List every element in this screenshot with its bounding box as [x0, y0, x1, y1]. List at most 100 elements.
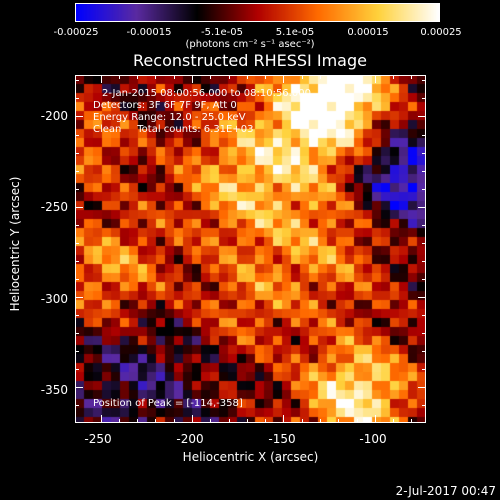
- colorbar-tick: -0.00015: [126, 27, 172, 38]
- axis-tick: [228, 419, 230, 423]
- axis-tick: [418, 206, 426, 208]
- axis-tick: [75, 278, 79, 280]
- axis-tick: [422, 242, 426, 244]
- axis-tick: [100, 415, 102, 423]
- colorbar-tick: 5.1e-05: [275, 27, 315, 38]
- axis-tick: [411, 419, 413, 423]
- axis-tick: [75, 80, 79, 82]
- axis-tick: [422, 224, 426, 226]
- axis-tick: [422, 170, 426, 172]
- axis-tick: [422, 404, 426, 406]
- axis-tick: [75, 224, 79, 226]
- axis-tick: [100, 75, 102, 83]
- x-tick-label: -200: [176, 432, 204, 446]
- axis-tick: [75, 98, 79, 100]
- axis-tick: [137, 419, 139, 423]
- axis-tick: [75, 368, 79, 370]
- axis-tick: [75, 332, 79, 334]
- algorithm-annotation: Clean Total counts: 6.31E+03: [93, 124, 254, 135]
- colorbar-tick: -5.1e-05: [201, 27, 243, 38]
- colorbar-unit-label: (photons cm⁻² s⁻¹ asec⁻²): [185, 39, 315, 50]
- axis-tick: [283, 75, 285, 83]
- axis-tick: [422, 134, 426, 136]
- axis-tick: [422, 314, 426, 316]
- y-tick-label: -200: [40, 109, 68, 123]
- axis-tick: [155, 419, 157, 423]
- energy-range-annotation: Energy Range: 12.0 - 25.0 keV: [93, 112, 246, 123]
- axis-tick: [137, 75, 139, 79]
- axis-tick: [393, 419, 395, 423]
- timestamp: 2-Jul-2017 00:47: [395, 484, 496, 498]
- axis-tick: [422, 260, 426, 262]
- chart-title: Reconstructed RHESSI Image: [133, 51, 367, 70]
- axis-tick: [422, 188, 426, 190]
- axis-tick: [118, 419, 120, 423]
- axis-tick: [75, 134, 79, 136]
- axis-tick: [422, 332, 426, 334]
- axis-tick: [75, 116, 83, 118]
- axis-tick: [319, 419, 321, 423]
- axis-tick: [319, 75, 321, 79]
- axis-tick: [338, 419, 340, 423]
- axis-tick: [75, 314, 79, 316]
- axis-tick: [422, 368, 426, 370]
- axis-tick: [210, 419, 212, 423]
- axis-tick: [356, 419, 358, 423]
- axis-tick: [418, 296, 426, 298]
- axis-tick: [422, 350, 426, 352]
- time-range-annotation: 2-Jan-2015 08:00:56.000 to 08:10:56.000: [102, 88, 311, 99]
- axis-tick: [283, 415, 285, 423]
- heatmap-image: [75, 75, 426, 423]
- axis-tick: [411, 75, 413, 79]
- x-axis-title: Heliocentric X (arcsec): [182, 450, 319, 464]
- axis-tick: [173, 75, 175, 79]
- colorbar-tick: 0.00015: [347, 27, 389, 38]
- y-tick-label: -250: [40, 200, 68, 214]
- axis-tick: [173, 419, 175, 423]
- axis-tick: [228, 75, 230, 79]
- axis-tick: [75, 152, 79, 154]
- axis-tick: [422, 98, 426, 100]
- y-axis-title: Heliocentric Y (arcsec): [8, 176, 22, 312]
- colorbar: [75, 3, 440, 22]
- axis-tick: [75, 260, 79, 262]
- axis-tick: [418, 116, 426, 118]
- x-tick-label: -150: [268, 432, 296, 446]
- axis-tick: [246, 419, 248, 423]
- peak-position-annotation: Position of Peak = [-114,-358]: [93, 398, 243, 409]
- axis-tick: [356, 75, 358, 79]
- axis-tick: [75, 404, 79, 406]
- y-tick-label: -350: [40, 383, 68, 397]
- detectors-annotation: Detectors: 3F 6F 7F 9F, Att 0: [93, 100, 237, 111]
- axis-tick: [118, 75, 120, 79]
- colorbar-tick: -0.00025: [53, 27, 99, 38]
- axis-tick: [75, 188, 79, 190]
- y-tick-label: -300: [40, 292, 68, 306]
- axis-tick: [246, 75, 248, 79]
- axis-tick: [265, 419, 267, 423]
- axis-tick: [75, 242, 79, 244]
- axis-tick: [75, 350, 79, 352]
- axis-tick: [192, 415, 193, 423]
- axis-tick: [422, 278, 426, 280]
- axis-tick: [75, 206, 83, 208]
- axis-tick: [75, 170, 79, 172]
- x-tick-label: -100: [359, 432, 387, 446]
- axis-tick: [374, 75, 376, 83]
- x-tick-label: -250: [84, 432, 112, 446]
- axis-tick: [418, 386, 426, 388]
- axis-tick: [374, 415, 376, 423]
- axis-tick: [301, 75, 303, 79]
- axis-tick: [75, 296, 83, 298]
- colorbar-tick: 0.00025: [420, 27, 462, 38]
- axis-tick: [210, 75, 212, 79]
- axis-tick: [192, 75, 193, 83]
- axis-tick: [393, 75, 395, 79]
- axis-tick: [301, 419, 303, 423]
- axis-tick: [422, 152, 426, 154]
- axis-tick: [338, 75, 340, 79]
- axis-tick: [75, 386, 83, 388]
- axis-tick: [265, 75, 267, 79]
- axis-tick: [155, 75, 157, 79]
- axis-tick: [422, 80, 426, 82]
